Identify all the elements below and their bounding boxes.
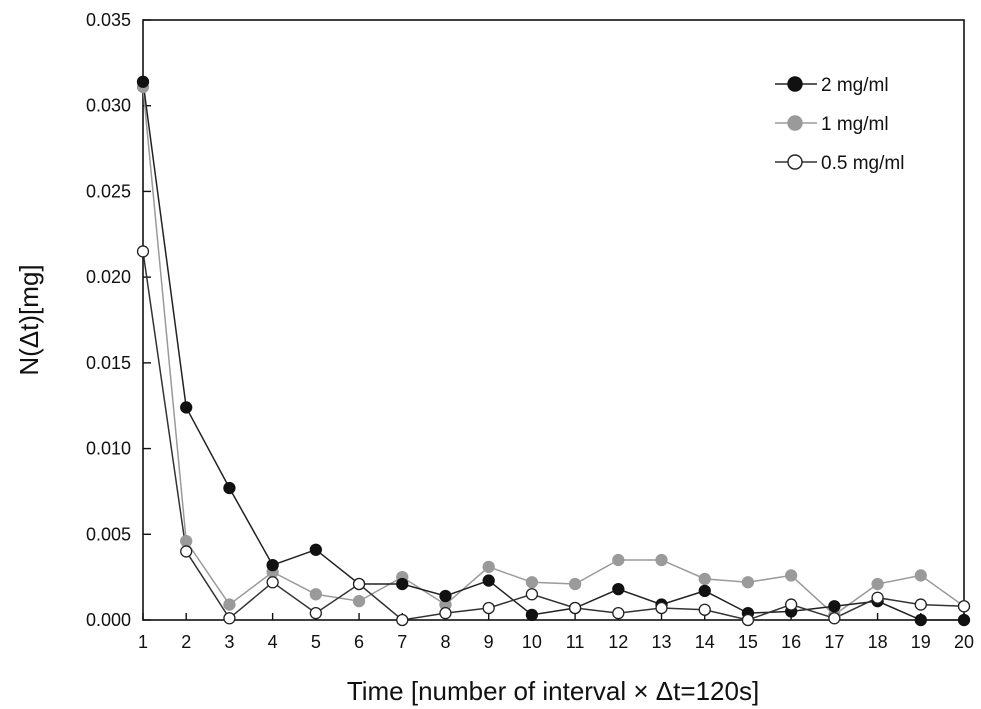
data-point: [309, 606, 322, 620]
data-point: [568, 601, 582, 615]
y-tick-label: 0.015: [86, 353, 131, 373]
data-point: [352, 577, 366, 591]
data-point: [568, 577, 582, 591]
x-tick-label: 15: [738, 632, 758, 652]
y-tick-label: 0.000: [86, 610, 131, 630]
data-point: [741, 613, 755, 627]
data-point: [309, 588, 322, 601]
data-point: [525, 588, 539, 601]
x-tick-label: 5: [311, 632, 321, 652]
data-point: [223, 612, 236, 625]
legend-label: 1 mg/ml: [821, 114, 889, 135]
x-axis-ticks: 1 2 3 4 5 6 7 8 9 10 11 12 13 14 15 16 17 18 19 20: [138, 613, 974, 652]
legend-marker: [787, 154, 803, 170]
x-tick-label: 17: [824, 632, 844, 652]
data-point: [698, 572, 711, 586]
x-tick-label: 2: [181, 632, 191, 652]
data-point: [223, 598, 236, 611]
data-point: [871, 577, 884, 591]
data-point: [396, 577, 409, 591]
x-tick-label: 7: [397, 632, 407, 652]
data-point: [223, 481, 236, 495]
data-point: [309, 543, 322, 556]
data-point: [136, 75, 150, 88]
x-tick-label: 11: [566, 632, 585, 652]
data-point: [612, 606, 625, 620]
y-tick-label: 0.025: [86, 181, 131, 201]
data-point: [136, 245, 150, 258]
x-tick-label: 13: [652, 632, 672, 652]
data-point: [439, 589, 452, 603]
y-axis-title: N(Δt)[mg]: [14, 264, 44, 375]
data-point: [785, 569, 798, 582]
x-axis-title: Time [number of interval × Δt=120s]: [347, 676, 759, 706]
data-point: [828, 600, 841, 613]
data-point: [655, 601, 668, 615]
series-line-2: [142, 86, 965, 616]
data-point: [612, 582, 625, 596]
x-tick-label: 12: [608, 632, 628, 652]
data-point: [482, 601, 495, 615]
x-tick-label: 14: [695, 632, 715, 652]
y-tick-label: 0.030: [86, 96, 131, 116]
data-point: [655, 553, 668, 567]
data-point: [698, 603, 711, 616]
data-point: [482, 574, 495, 587]
x-tick-label: 18: [868, 632, 888, 652]
data-point: [525, 576, 539, 589]
data-point: [612, 553, 625, 567]
data-point: [957, 600, 971, 613]
data-point: [482, 560, 495, 574]
x-tick-label: 19: [911, 632, 931, 652]
legend-label: 2 mg/ml: [821, 75, 889, 96]
x-tick-label: 4: [268, 632, 278, 652]
y-tick-label: 0.005: [86, 524, 131, 544]
data-point: [439, 606, 452, 620]
x-tick-label: 3: [224, 632, 234, 652]
data-point: [914, 569, 927, 582]
data-point: [785, 598, 798, 611]
x-tick-label: 20: [954, 632, 974, 652]
data-point: [914, 613, 927, 627]
legend-label: 0.5 mg/ml: [821, 153, 904, 174]
data-point: [914, 598, 927, 611]
data-point: [957, 613, 971, 627]
plot-frame: [142, 19, 965, 621]
legend-marker: [787, 76, 803, 92]
data-point: [871, 591, 884, 604]
y-axis-ticks: 0.000 0.005 0.010 0.015 0.020 0.025 0.030 0.035: [86, 10, 151, 630]
series-layer: [136, 75, 971, 627]
x-tick-label: 1: [138, 632, 148, 652]
data-point: [180, 401, 193, 414]
data-point: [828, 612, 841, 625]
data-point: [180, 534, 193, 548]
data-point: [396, 613, 409, 627]
data-point: [266, 576, 279, 589]
legend: 2 mg/ml 1 mg/ml 0.5 mg/ml: [775, 75, 904, 174]
data-point: [266, 558, 279, 572]
x-tick-label: 10: [522, 632, 542, 652]
x-tick-label: 9: [484, 632, 494, 652]
data-point: [525, 608, 539, 622]
y-tick-label: 0.010: [86, 439, 131, 459]
x-tick-label: 16: [781, 632, 801, 652]
data-point: [352, 594, 366, 608]
x-tick-label: 6: [354, 632, 364, 652]
series-line-3: [142, 251, 965, 621]
legend-marker: [787, 115, 803, 131]
y-tick-label: 0.020: [86, 267, 131, 287]
data-point: [698, 584, 711, 598]
data-point: [741, 576, 755, 589]
y-tick-label: 0.035: [86, 10, 131, 30]
data-point: [180, 545, 193, 558]
series-line-1: [142, 81, 964, 621]
x-tick-label: 8: [440, 632, 450, 652]
